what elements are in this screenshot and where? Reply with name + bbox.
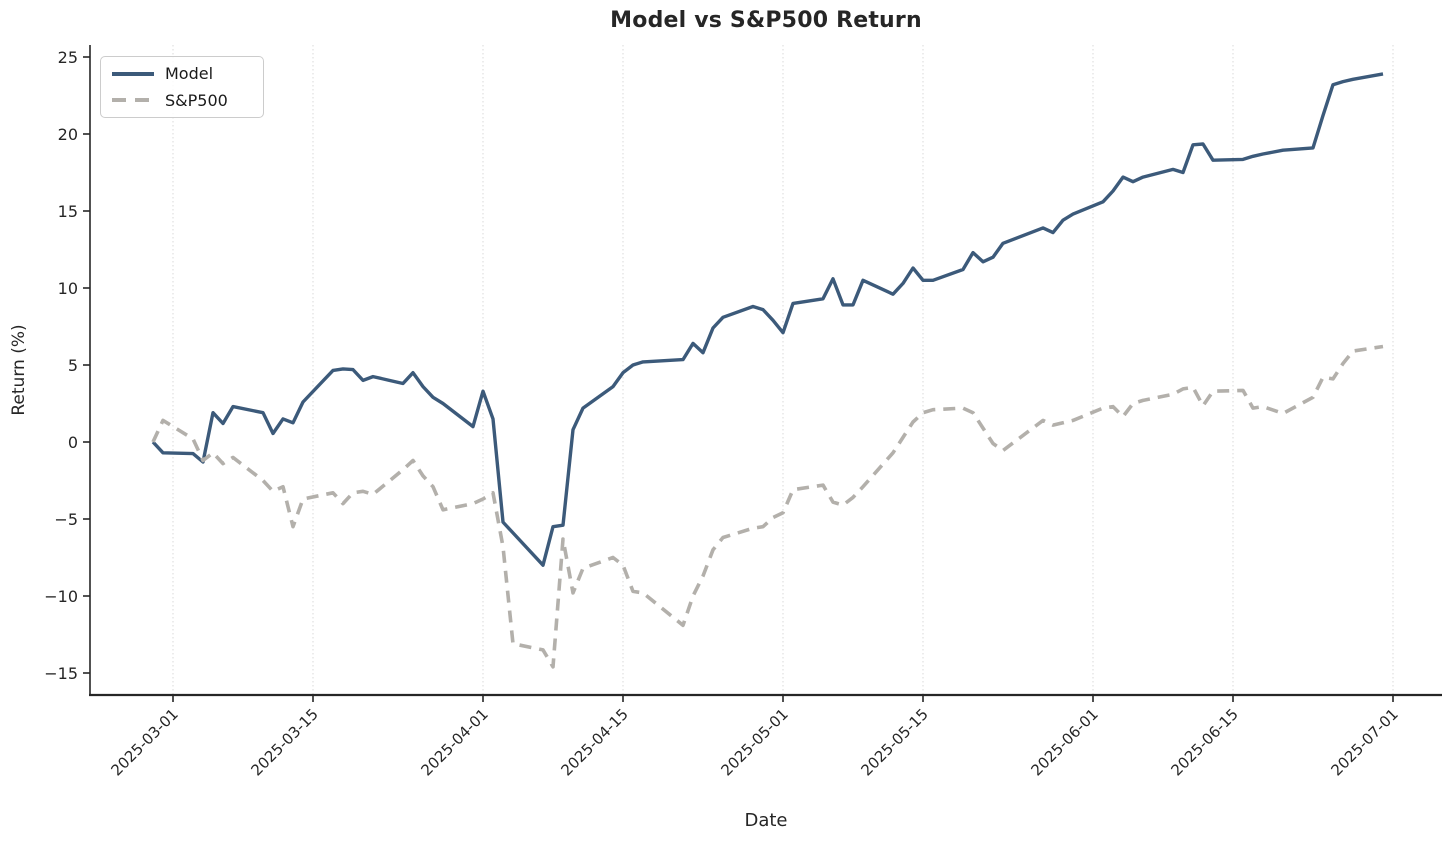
model-line-swatch	[112, 71, 154, 76]
x-tick-label: 2025-06-15	[1167, 705, 1241, 779]
y-axis-label: Return (%)	[9, 324, 29, 416]
model-line	[151, 72, 1384, 567]
x-tick-label: 2025-05-01	[717, 705, 791, 779]
y-tick-label: 20	[58, 125, 78, 144]
chart-title: Model vs S&P500 Return	[610, 8, 922, 33]
x-tick-label: 2025-04-15	[557, 705, 631, 779]
y-tick-label: −10	[44, 587, 78, 606]
y-tick-label: 10	[58, 279, 78, 298]
legend: Model S&P500	[100, 56, 264, 119]
y-tick-label: 0	[68, 433, 78, 452]
sp500-line-swatch	[112, 98, 154, 103]
legend-entry-sp500: S&P500	[111, 90, 251, 110]
legend-label-sp500: S&P500	[165, 90, 228, 110]
x-axis-label: Date	[744, 810, 788, 831]
sp500-line	[151, 344, 1384, 669]
y-tick-label: 5	[68, 356, 78, 375]
x-tick-label: 2025-05-15	[857, 705, 931, 779]
x-tick-label: 2025-06-01	[1027, 705, 1101, 779]
x-tick-label: 2025-07-01	[1327, 705, 1401, 779]
legend-label-model: Model	[165, 64, 214, 83]
x-tick-label: 2025-03-15	[247, 705, 321, 779]
y-tick-label: −15	[44, 664, 78, 683]
y-tick-label: 15	[58, 202, 78, 221]
x-tick-label: 2025-03-01	[107, 705, 181, 779]
legend-entry-model: Model	[111, 65, 251, 83]
y-tick-label: 25	[58, 48, 78, 67]
x-tick-label: 2025-04-01	[417, 705, 491, 779]
y-tick-label: −5	[54, 510, 78, 529]
